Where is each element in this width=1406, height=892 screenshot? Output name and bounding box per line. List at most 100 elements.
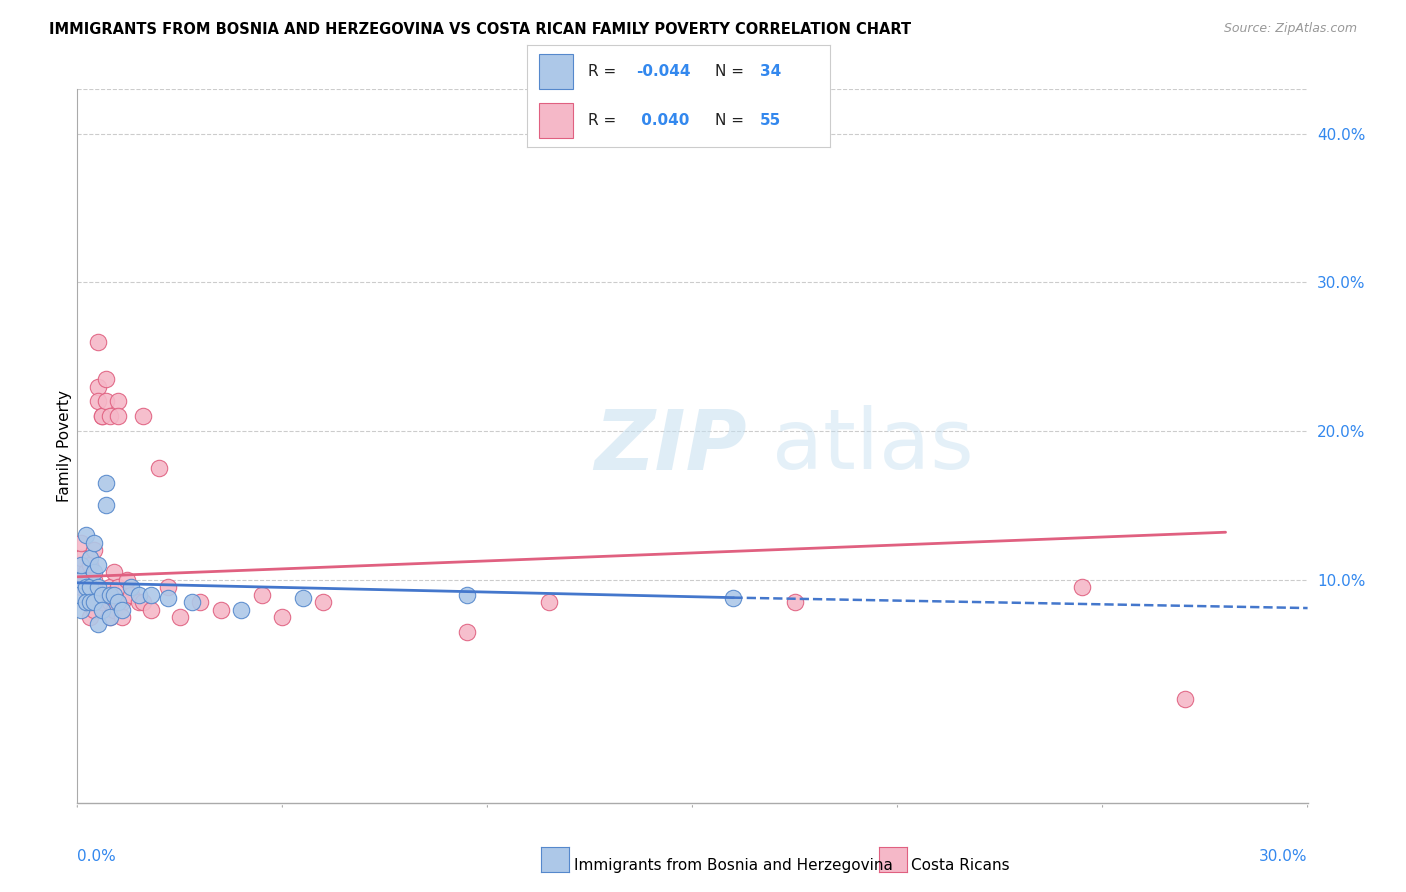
Point xyxy=(103,602,125,616)
Text: N =: N = xyxy=(714,113,748,128)
Point xyxy=(83,543,105,558)
Point xyxy=(90,409,114,424)
Point xyxy=(87,334,110,349)
Text: Immigrants from Bosnia and Herzegovina: Immigrants from Bosnia and Herzegovina xyxy=(574,858,893,872)
Point xyxy=(70,558,93,572)
Point xyxy=(188,595,212,609)
Point xyxy=(111,610,134,624)
Point xyxy=(312,595,335,609)
Text: 0.040: 0.040 xyxy=(636,113,689,128)
Point xyxy=(83,595,105,609)
Point xyxy=(94,372,117,386)
Point xyxy=(70,573,93,587)
Point xyxy=(70,550,93,565)
Bar xyxy=(540,103,572,138)
Point xyxy=(98,610,121,624)
Point xyxy=(107,409,129,424)
Y-axis label: Family Poverty: Family Poverty xyxy=(56,390,72,502)
Point xyxy=(83,535,105,549)
Point xyxy=(94,476,117,491)
Point xyxy=(87,394,110,409)
Point xyxy=(66,558,89,572)
Text: atlas: atlas xyxy=(772,406,974,486)
Point xyxy=(132,595,155,609)
Bar xyxy=(540,54,572,88)
Point xyxy=(83,602,105,616)
Point xyxy=(79,595,101,609)
Point xyxy=(83,573,105,587)
Point xyxy=(107,394,129,409)
Point xyxy=(128,588,150,602)
Text: ZIP: ZIP xyxy=(595,406,747,486)
Text: R =: R = xyxy=(588,113,621,128)
Point xyxy=(75,528,97,542)
Point xyxy=(111,602,134,616)
Point xyxy=(169,610,191,624)
Point xyxy=(111,595,134,609)
Point xyxy=(87,580,110,594)
Point xyxy=(70,602,93,616)
Point xyxy=(79,550,101,565)
Point xyxy=(120,580,142,594)
Point xyxy=(94,588,117,602)
Point xyxy=(66,588,89,602)
Point xyxy=(181,595,204,609)
Text: 34: 34 xyxy=(761,63,782,78)
Point xyxy=(250,588,273,602)
Point xyxy=(94,499,117,513)
Point xyxy=(79,558,101,572)
Point xyxy=(75,595,97,609)
Point xyxy=(90,588,114,602)
Point xyxy=(107,595,129,609)
Point xyxy=(79,610,101,624)
Point xyxy=(231,602,253,616)
Point xyxy=(75,580,97,594)
Point xyxy=(156,591,179,605)
Point xyxy=(98,610,121,624)
Point xyxy=(94,394,117,409)
Point xyxy=(98,588,121,602)
Point xyxy=(156,580,179,594)
Point xyxy=(83,566,105,580)
Text: Source: ZipAtlas.com: Source: ZipAtlas.com xyxy=(1223,22,1357,36)
Text: IMMIGRANTS FROM BOSNIA AND HERZEGOVINA VS COSTA RICAN FAMILY POVERTY CORRELATION: IMMIGRANTS FROM BOSNIA AND HERZEGOVINA V… xyxy=(49,22,911,37)
Point xyxy=(103,566,125,580)
Point xyxy=(120,588,142,602)
Text: 30.0%: 30.0% xyxy=(1260,849,1308,864)
Text: R =: R = xyxy=(588,63,621,78)
Point xyxy=(128,595,150,609)
Point xyxy=(75,580,97,594)
Point xyxy=(141,602,163,616)
Point xyxy=(1071,580,1094,594)
Point xyxy=(209,602,232,616)
Text: 0.0%: 0.0% xyxy=(77,849,117,864)
Point xyxy=(103,588,125,602)
Point xyxy=(75,595,97,609)
Point xyxy=(291,591,314,605)
Point xyxy=(107,580,129,594)
Point xyxy=(90,409,114,424)
Point xyxy=(115,573,138,587)
Point xyxy=(87,558,110,572)
Point xyxy=(79,573,101,587)
Point xyxy=(456,624,478,639)
Point xyxy=(79,595,101,609)
Text: 55: 55 xyxy=(761,113,782,128)
Point xyxy=(79,580,101,594)
Point xyxy=(1174,691,1197,706)
Point xyxy=(271,610,294,624)
Point xyxy=(70,580,93,594)
Point xyxy=(90,602,114,616)
Point xyxy=(87,617,110,632)
Point xyxy=(723,591,745,605)
Point xyxy=(132,409,155,424)
Point xyxy=(783,595,806,609)
Point xyxy=(66,573,89,587)
Point xyxy=(98,409,121,424)
Point xyxy=(456,588,478,602)
Point xyxy=(90,595,114,609)
Point xyxy=(98,595,121,609)
Point xyxy=(98,580,121,594)
Text: Costa Ricans: Costa Ricans xyxy=(911,858,1010,872)
Point xyxy=(75,566,97,580)
